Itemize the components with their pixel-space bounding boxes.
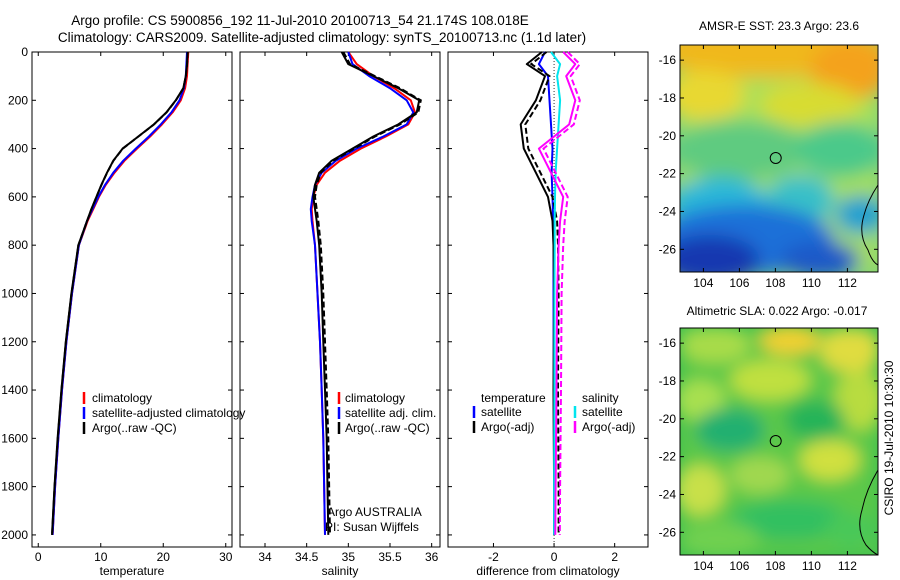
legend-label-temp-satellite: satellite — [481, 405, 522, 419]
series-line-0 — [537, 51, 556, 535]
map-y-tick-label: -16 — [659, 336, 677, 350]
sla-map-title: Altimetric SLA: 0.022 Argo: -0.017 — [687, 304, 868, 318]
plot-frame — [239, 51, 441, 548]
x-tick-label: 36 — [425, 550, 439, 564]
legend-label-argo: Argo(..raw -QC) — [92, 421, 177, 435]
sst-map-axes: 104 106 108 110 112 -16 -18 -20 -22 -24 -26 — [659, 45, 878, 290]
argo-location-marker — [769, 152, 782, 165]
y-tick-label: 1600 — [1, 431, 28, 445]
sst-map-title: AMSR-E SST: 23.3 Argo: 23.6 — [699, 19, 859, 33]
legend-label-sal-satellite: satellite — [582, 405, 623, 419]
legend-label-argo: Argo(..raw -QC) — [345, 421, 430, 435]
x-tick-label: -2 — [488, 550, 499, 564]
y-tick-label: 600 — [8, 190, 28, 204]
x-tick-label: 2 — [611, 550, 618, 564]
difference-legend: temperature satellite Argo(-adj) salinit… — [472, 391, 635, 434]
legend-label-sat-adj: satellite adj. clim. — [345, 406, 436, 420]
map-x-tick-label: 106 — [729, 559, 749, 573]
figure-title-line1: Argo profile: CS 5900856_192 11-Jul-2010… — [71, 13, 529, 28]
figure-title-line2: Climatology: CARS2009. Satellite-adjuste… — [58, 30, 586, 45]
map-y-tick-label: -22 — [659, 450, 677, 464]
temperature-legend: climatology satellite-adjusted climatolo… — [82, 391, 245, 435]
annotation-pi: PI: Susan Wijffels — [325, 520, 419, 534]
series-line-2 — [312, 51, 421, 535]
y-tick-label: 200 — [8, 93, 28, 107]
annotation-argo-australia: Argo AUSTRALIA — [327, 505, 422, 519]
map-y-tick-label: -18 — [659, 91, 677, 105]
x-tick-label: 0 — [35, 550, 42, 564]
series-line-3 — [537, 51, 577, 535]
x-tick-label: 34.5 — [295, 550, 319, 564]
x-tick-label: 10 — [94, 550, 108, 564]
series-line-2 — [550, 51, 562, 535]
map-y-tick-label: -24 — [659, 204, 677, 218]
sla-map-frame — [679, 327, 879, 556]
map-y-tick-label: -26 — [659, 242, 677, 256]
legend-header-salinity: salinity — [582, 391, 619, 405]
y-tick-label: 1400 — [1, 383, 28, 397]
map-y-tick-label: -16 — [659, 53, 677, 67]
sla-map-field — [680, 328, 878, 555]
map-x-tick-label: 110 — [802, 276, 821, 290]
series-line-2-dashed — [313, 51, 422, 535]
y-tick-label: 400 — [8, 142, 28, 156]
map-x-tick-label: 106 — [729, 276, 749, 290]
x-tick-label: 34 — [258, 550, 272, 564]
y-tick-label: 1200 — [1, 335, 28, 349]
plot-frame — [31, 51, 233, 548]
map-y-tick-label: -20 — [659, 129, 677, 143]
plot-frame — [447, 51, 649, 548]
legend-label-climatology: climatology — [345, 391, 405, 405]
map-y-tick-label: -26 — [659, 525, 677, 539]
map-y-tick-label: -22 — [659, 167, 677, 181]
map-x-tick-label: 104 — [693, 276, 713, 290]
sst-coastline — [861, 184, 878, 266]
y-tick-label: 1800 — [1, 480, 28, 494]
timestamp-label: CSIRO 19-Jul-2010 10:30:30 — [882, 360, 896, 515]
sla-map-axes: 104 106 108 110 112 -16 -18 -20 -22 -24 -26 — [659, 328, 878, 573]
series-line-3-dashed — [542, 51, 582, 535]
y-tick-label: 1000 — [1, 286, 28, 300]
series-line-1 — [51, 51, 188, 535]
x-tick-label: 30 — [219, 550, 233, 564]
legend-header-temperature: temperature — [481, 391, 546, 405]
x-tick-label: 20 — [157, 550, 171, 564]
map-x-tick-label: 108 — [765, 559, 785, 573]
map-y-tick-label: -24 — [659, 487, 677, 501]
temperature-panel: 0 200 400 600 800 1000 1200 1400 1600 1800 2000 0 10… — [1, 45, 232, 578]
sla-coastline — [859, 469, 878, 555]
x-axis-label: difference from climatology — [476, 564, 619, 578]
legend-label-sal-argo: Argo(-adj) — [582, 420, 635, 434]
map-x-tick-label: 112 — [838, 559, 857, 573]
y-tick-label: 0 — [21, 45, 28, 59]
legend-label-climatology: climatology — [92, 391, 152, 405]
map-x-tick-label: 104 — [693, 559, 713, 573]
x-tick-label: 35.5 — [378, 550, 402, 564]
argo-location-marker — [769, 435, 782, 448]
x-axis-label: temperature — [100, 564, 165, 578]
y-tick-label: 800 — [8, 238, 28, 252]
legend-label-sat-adj: satellite-adjusted climatology — [92, 406, 245, 420]
x-tick-label: 35 — [342, 550, 356, 564]
x-axis-label: salinity — [322, 564, 359, 578]
map-x-tick-label: 110 — [802, 559, 821, 573]
sst-map-field — [680, 45, 878, 272]
series-line-2-dashed — [51, 51, 189, 535]
series-line-1-dashed — [524, 51, 560, 535]
salinity-panel: 34 34.5 35 35.5 36 salinity — [239, 51, 441, 578]
sst-map-frame — [679, 44, 879, 273]
x-tick-label: 0 — [551, 550, 558, 564]
map-x-tick-label: 108 — [765, 276, 785, 290]
series-line-2 — [51, 51, 189, 535]
y-tick-label: 2000 — [1, 528, 28, 542]
map-x-tick-label: 112 — [838, 276, 857, 290]
legend-label-temp-argo: Argo(-adj) — [481, 420, 534, 434]
salinity-legend: climatology satellite adj. clim. Argo(..… — [325, 391, 436, 534]
map-y-tick-label: -18 — [659, 374, 677, 388]
map-y-tick-label: -20 — [659, 412, 677, 426]
